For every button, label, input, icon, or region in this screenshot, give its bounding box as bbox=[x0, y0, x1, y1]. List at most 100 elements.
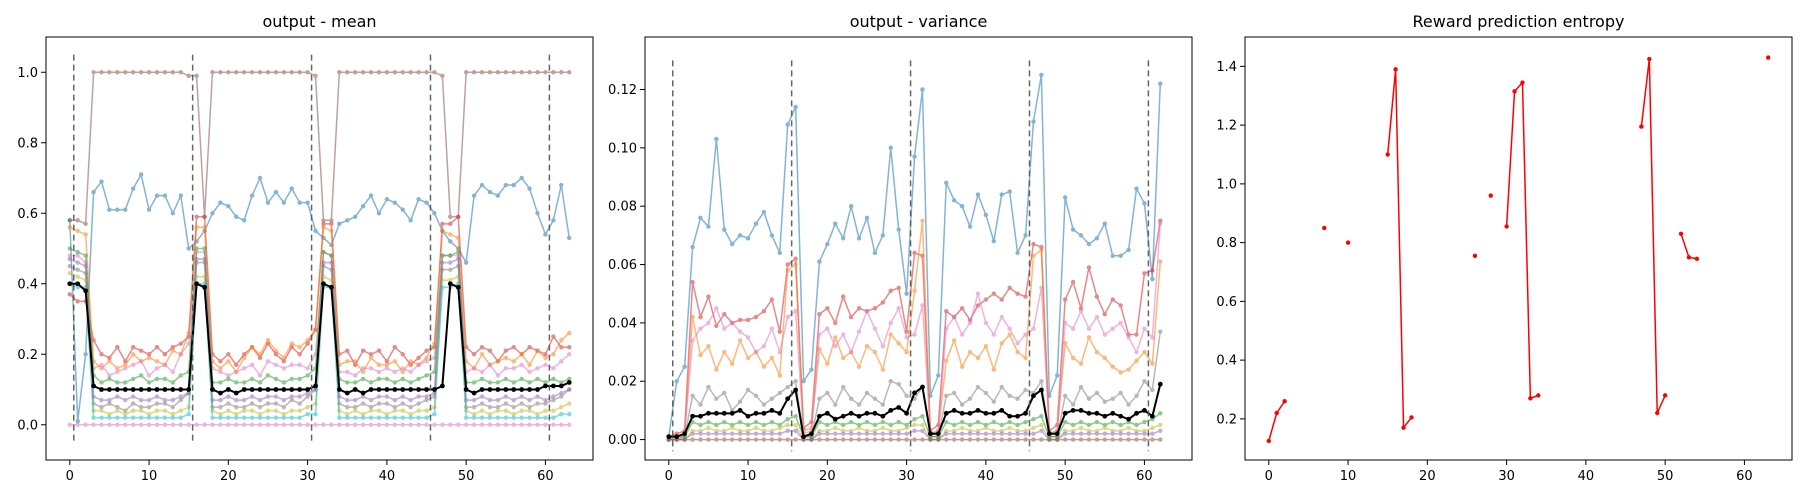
data-point bbox=[840, 431, 846, 436]
x-tick-label: 50 bbox=[458, 469, 475, 484]
data-point bbox=[115, 366, 120, 371]
data-point bbox=[559, 345, 564, 350]
data-point bbox=[234, 362, 239, 368]
data-point bbox=[194, 246, 199, 251]
x-tick-label: 20 bbox=[220, 469, 237, 484]
panel-title: output - mean bbox=[262, 12, 376, 31]
data-point bbox=[856, 431, 862, 436]
data-point bbox=[360, 401, 366, 406]
data-point bbox=[408, 387, 414, 392]
data-point bbox=[146, 70, 152, 75]
data-point bbox=[345, 404, 350, 410]
data-point bbox=[872, 306, 878, 311]
data-point bbox=[817, 431, 822, 436]
data-point bbox=[543, 380, 548, 385]
data-point bbox=[706, 437, 711, 442]
data-point bbox=[730, 437, 735, 442]
data-point bbox=[456, 256, 461, 262]
data-point bbox=[527, 186, 532, 191]
data-point bbox=[967, 224, 973, 229]
data-point bbox=[825, 390, 830, 396]
x-tick-label: 10 bbox=[1340, 469, 1357, 484]
data-point bbox=[241, 70, 247, 75]
data-point bbox=[967, 349, 973, 355]
data-point bbox=[535, 415, 540, 420]
data-point bbox=[360, 366, 366, 371]
data-point bbox=[959, 402, 965, 407]
data-point bbox=[682, 437, 687, 442]
data-point bbox=[1007, 393, 1012, 399]
data-point bbox=[912, 437, 917, 442]
data-point bbox=[785, 262, 790, 267]
data-point bbox=[273, 401, 279, 406]
data-point bbox=[360, 394, 366, 399]
data-point bbox=[352, 214, 358, 219]
data-point bbox=[983, 425, 989, 431]
data-point bbox=[440, 422, 445, 427]
data-point bbox=[991, 291, 997, 296]
data-point bbox=[761, 431, 767, 436]
data-point bbox=[690, 393, 695, 399]
data-point bbox=[131, 362, 136, 368]
data-point bbox=[226, 352, 231, 357]
data-point bbox=[983, 410, 989, 416]
data-point bbox=[178, 415, 183, 420]
data-point bbox=[1086, 241, 1092, 247]
data-point bbox=[218, 404, 223, 410]
data-point bbox=[769, 419, 775, 425]
data-point bbox=[99, 408, 104, 413]
data-point bbox=[1047, 437, 1052, 442]
data-point bbox=[328, 284, 334, 290]
data-point bbox=[935, 431, 941, 437]
data-point bbox=[959, 425, 965, 431]
data-point bbox=[511, 397, 516, 403]
data-point bbox=[376, 362, 382, 368]
data-point bbox=[1536, 393, 1541, 398]
data-point bbox=[793, 437, 798, 442]
data-point bbox=[146, 415, 152, 420]
data-point bbox=[872, 410, 878, 416]
data-point bbox=[281, 200, 287, 205]
data-point bbox=[154, 366, 160, 371]
data-point bbox=[202, 246, 207, 251]
data-point bbox=[75, 228, 80, 234]
data-point bbox=[848, 396, 854, 401]
x-tick-label: 50 bbox=[1657, 469, 1674, 484]
data-point bbox=[99, 352, 104, 357]
data-point bbox=[392, 397, 398, 403]
data-point bbox=[178, 397, 183, 403]
data-point bbox=[123, 362, 128, 368]
data-point bbox=[730, 320, 735, 326]
data-point bbox=[880, 413, 886, 419]
data-point bbox=[289, 422, 294, 427]
data-point bbox=[234, 404, 239, 410]
data-point bbox=[959, 437, 965, 442]
data-point bbox=[83, 221, 88, 227]
data-point bbox=[234, 397, 239, 403]
data-point bbox=[511, 359, 516, 364]
data-point bbox=[1023, 332, 1028, 337]
data-point bbox=[722, 437, 727, 442]
data-point bbox=[527, 387, 532, 392]
data-point bbox=[495, 70, 501, 75]
data-point bbox=[233, 390, 239, 396]
data-point bbox=[99, 415, 104, 420]
data-point bbox=[297, 200, 302, 205]
data-point bbox=[551, 376, 556, 382]
data-point bbox=[75, 253, 80, 258]
data-point bbox=[951, 390, 957, 396]
data-point bbox=[1078, 361, 1084, 366]
data-point bbox=[273, 189, 279, 195]
data-point bbox=[706, 419, 711, 425]
data-point bbox=[416, 362, 421, 368]
data-point bbox=[825, 326, 830, 331]
data-point bbox=[777, 431, 782, 436]
data-point bbox=[67, 281, 73, 287]
data-point bbox=[297, 415, 302, 420]
data-point bbox=[99, 70, 104, 75]
data-point bbox=[1086, 326, 1092, 331]
data-point bbox=[321, 221, 326, 227]
data-point bbox=[107, 70, 112, 75]
data-point bbox=[241, 218, 247, 223]
